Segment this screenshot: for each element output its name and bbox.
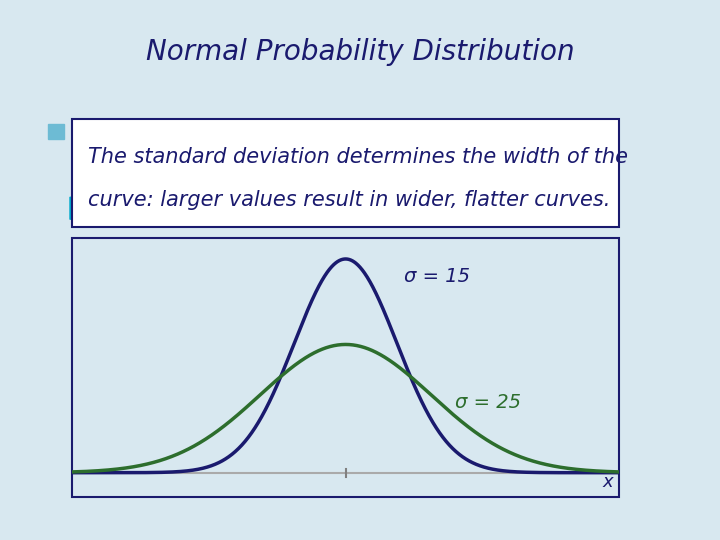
Bar (48, 124, 63, 139)
Text: Normal Probability Distribution: Normal Probability Distribution (145, 38, 575, 66)
Text: curve: larger values result in wider, flatter curves.: curve: larger values result in wider, fl… (89, 190, 611, 210)
Text: Characteristics: Characteristics (73, 121, 240, 141)
FancyBboxPatch shape (72, 119, 619, 227)
Text: The standard deviation determines the width of the: The standard deviation determines the wi… (89, 146, 629, 167)
Text: x: x (602, 474, 613, 491)
Text: σ = 25: σ = 25 (455, 393, 521, 411)
Polygon shape (70, 197, 89, 219)
Text: σ = 15: σ = 15 (404, 267, 469, 286)
